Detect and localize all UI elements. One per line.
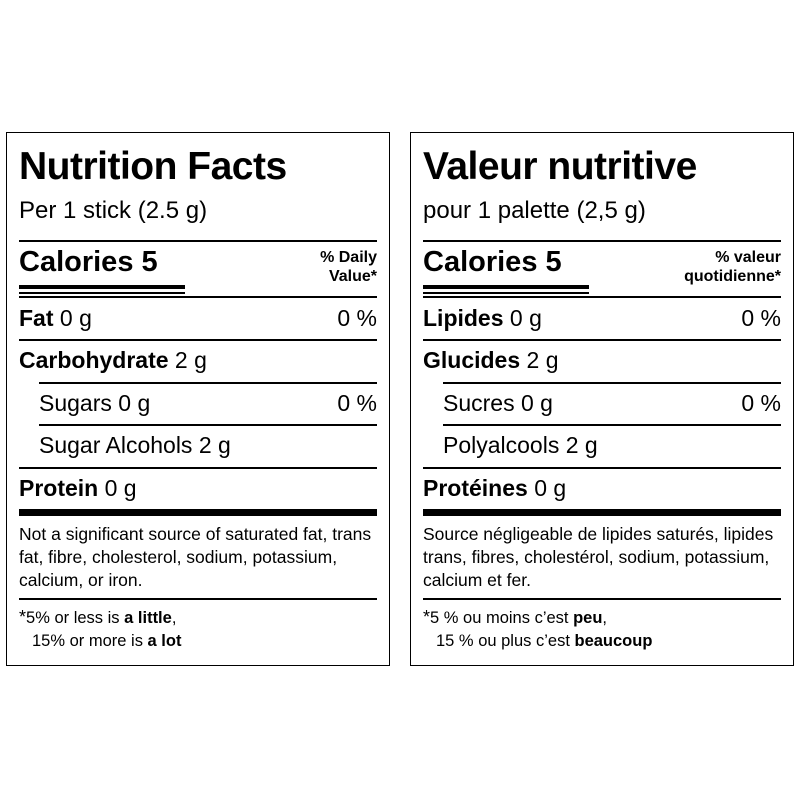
dv-header-line: Value* (328, 268, 377, 285)
nutrient-row-sugars: Sugars 0 g (39, 390, 151, 416)
dv-note-text: 5% or less is (26, 609, 125, 627)
calories-value: 5 (545, 246, 562, 278)
nutrient-row-fat: Fat 0 g (19, 305, 92, 332)
nutrient-row-sucres: Sucres 0 g (443, 390, 553, 416)
asterisk: * (423, 607, 431, 627)
calories-underline (423, 292, 589, 294)
nutrient-row-polyalcools: Polyalcools 2 g (443, 432, 598, 458)
nutrient-name: Carbohydrate (19, 347, 169, 373)
divider (423, 467, 781, 469)
calories-underline (19, 285, 185, 289)
nutrient-amount: 2 g (520, 347, 559, 373)
divider (39, 424, 377, 426)
calories-underline (19, 292, 185, 294)
panel-title: Nutrition Facts (19, 145, 287, 188)
asterisk: * (19, 607, 27, 627)
dv-header-line: % Daily (320, 249, 377, 266)
thick-divider (19, 509, 377, 516)
dv-header-line: quotidienne* (684, 268, 781, 285)
nutrient-name: Glucides (423, 347, 521, 373)
nutrient-row-protein: Protein 0 g (19, 475, 137, 502)
nutrient-row-proteines: Protéines 0 g (423, 475, 566, 502)
nutrient-row-sugar-alcohols: Sugar Alcohols 2 g (39, 432, 231, 458)
serving-size: pour 1 palette (2,5 g) (423, 197, 646, 224)
daily-value-header: % valeur quotidienne* (684, 248, 781, 286)
daily-value-header: % Daily Value* (320, 248, 377, 286)
nutrient-row-lipides: Lipides 0 g (423, 305, 542, 332)
divider (39, 382, 377, 384)
calories-line: Calories 5 (423, 246, 562, 279)
not-significant-source-note: Not a significant source of saturated fa… (19, 524, 372, 590)
daily-value-footnote: *5% or less is a little, 15% or more is … (19, 606, 181, 653)
nutrient-percent: 0 % (337, 305, 377, 331)
dv-note-bold: a little (124, 609, 172, 627)
nutrient-name: Protéines (423, 475, 528, 501)
dv-note-bold: beaucoup (574, 632, 653, 650)
serving-size: Per 1 stick (2.5 g) (19, 197, 208, 224)
nutrient-name: Protein (19, 475, 99, 501)
nutrient-percent: 0 % (337, 390, 377, 416)
nutrient-amount: 2 g (168, 347, 207, 373)
divider (423, 339, 781, 341)
divider (19, 467, 377, 469)
nutrient-name: Lipides (423, 305, 504, 331)
divider (423, 240, 781, 242)
dv-header-line: % valeur (715, 249, 781, 266)
divider (19, 598, 377, 600)
nutrient-row-carbohydrate: Carbohydrate 2 g (19, 347, 207, 374)
nutrient-amount: 0 g (98, 475, 137, 501)
divider (19, 339, 377, 341)
calories-line: Calories 5 (19, 246, 158, 279)
dv-note-bold: peu (573, 609, 603, 627)
divider (443, 424, 781, 426)
dv-note-line: 15% or more is a lot (19, 630, 181, 653)
dv-note-text: 15% or more is (32, 632, 148, 650)
nutrient-amount: 0 g (503, 305, 542, 331)
nutrient-amount: 0 g (53, 305, 92, 331)
not-significant-source-note: Source négligeable de lipides saturés, l… (423, 524, 774, 590)
nutrient-name: Fat (19, 305, 54, 331)
calories-label: Calories (423, 246, 538, 278)
divider (443, 382, 781, 384)
nutrient-amount: 0 g (527, 475, 567, 501)
nutrition-facts-panel-french: Valeur nutritive pour 1 palette (2,5 g) … (410, 132, 794, 666)
calories-value: 5 (141, 246, 158, 278)
divider (19, 296, 377, 298)
divider (423, 598, 781, 600)
divider (19, 240, 377, 242)
nutrient-row-glucides: Glucides 2 g (423, 347, 559, 374)
nutrient-percent: 0 % (741, 390, 781, 416)
divider (423, 296, 781, 298)
thick-divider (423, 509, 781, 516)
dv-note-text: 5 % ou moins c’est (430, 609, 574, 627)
dv-note-line: *5 % ou moins c’est peu, (423, 606, 652, 630)
panel-title: Valeur nutritive (423, 145, 697, 188)
dv-note-text: , (602, 609, 608, 627)
dv-note-line: *5% or less is a little, (19, 606, 181, 630)
nutrition-facts-panel-english: Nutrition Facts Per 1 stick (2.5 g) Calo… (6, 132, 390, 666)
nutrient-percent: 0 % (741, 305, 781, 331)
dv-note-text: , (171, 609, 177, 627)
daily-value-footnote: *5 % ou moins c’est peu, 15 % ou plus c’… (423, 606, 652, 653)
calories-underline (423, 285, 589, 289)
dv-note-text: 15 % ou plus c’est (436, 632, 575, 650)
dv-note-line: 15 % ou plus c’est beaucoup (423, 630, 652, 653)
dv-note-bold: a lot (147, 632, 182, 650)
calories-label: Calories (19, 246, 134, 278)
